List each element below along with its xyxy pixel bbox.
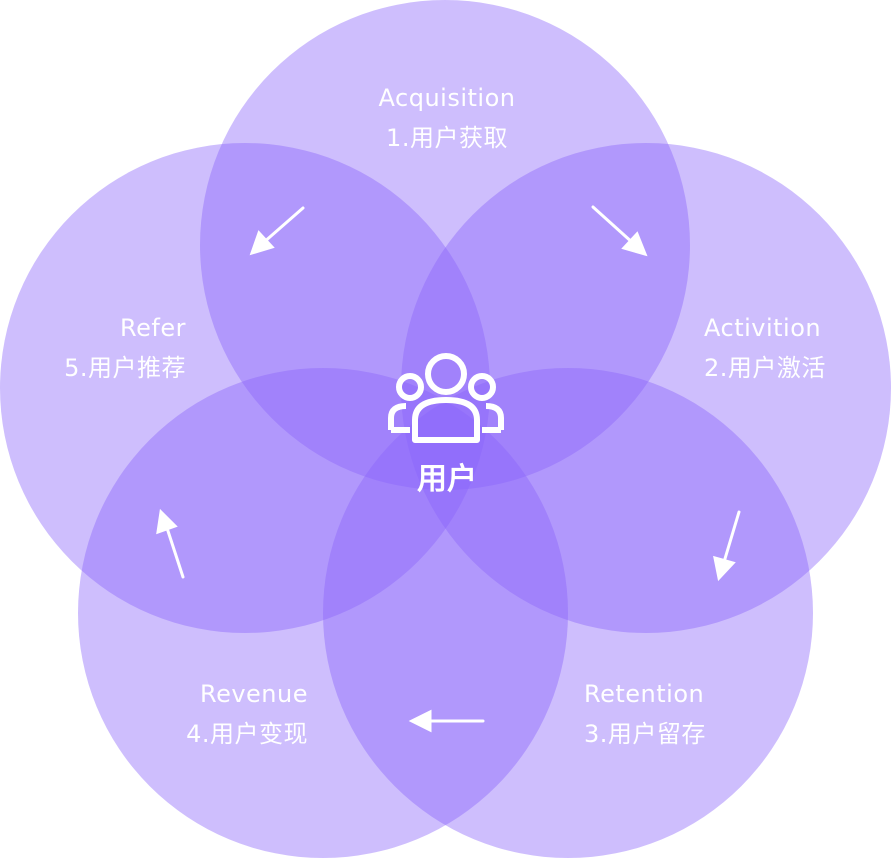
stage-chinese-name: 1.用户获取: [386, 124, 508, 152]
stage-chinese-name: 5.用户推荐: [64, 354, 186, 382]
circle-acquisition: [200, 0, 690, 490]
stage-chinese-name: 4.用户变现: [186, 720, 308, 748]
circle-activation: [401, 143, 891, 633]
stage-english-name: Acquisition: [378, 84, 516, 112]
arrow-acquisition-to-activation: [591, 205, 648, 257]
center-label: 用户: [417, 462, 477, 497]
stage-english-name: Retention: [584, 680, 705, 708]
flow-arrows: [156, 205, 741, 733]
stage-chinese-name: 2.用户激活: [704, 354, 826, 382]
stage-label-acquisition: Acquisition 1.用户获取: [297, 78, 597, 158]
circle-retention: [323, 368, 813, 858]
stage-label-refer: Refer 5.用户推荐: [6, 308, 186, 388]
arrow-retention-to-revenue: [408, 709, 485, 733]
stage-label-retention: Retention 3.用户留存: [584, 674, 784, 754]
arrow-refer-to-acquisition: [249, 206, 305, 256]
stage-english-name: Activition: [704, 314, 822, 342]
stage-chinese-name: 3.用户留存: [584, 720, 706, 748]
circle-refer: [0, 143, 490, 633]
arrow-revenue-to-refer: [156, 508, 185, 579]
arrow-activation-to-retention: [713, 510, 741, 582]
stage-english-name: Revenue: [199, 680, 308, 708]
stage-english-name: Refer: [120, 314, 186, 342]
stage-label-revenue: Revenue 4.用户变现: [108, 674, 308, 754]
circle-revenue: [78, 368, 568, 858]
stage-label-activation: Activition 2.用户激活: [704, 308, 884, 388]
users-group-icon: [388, 353, 504, 443]
